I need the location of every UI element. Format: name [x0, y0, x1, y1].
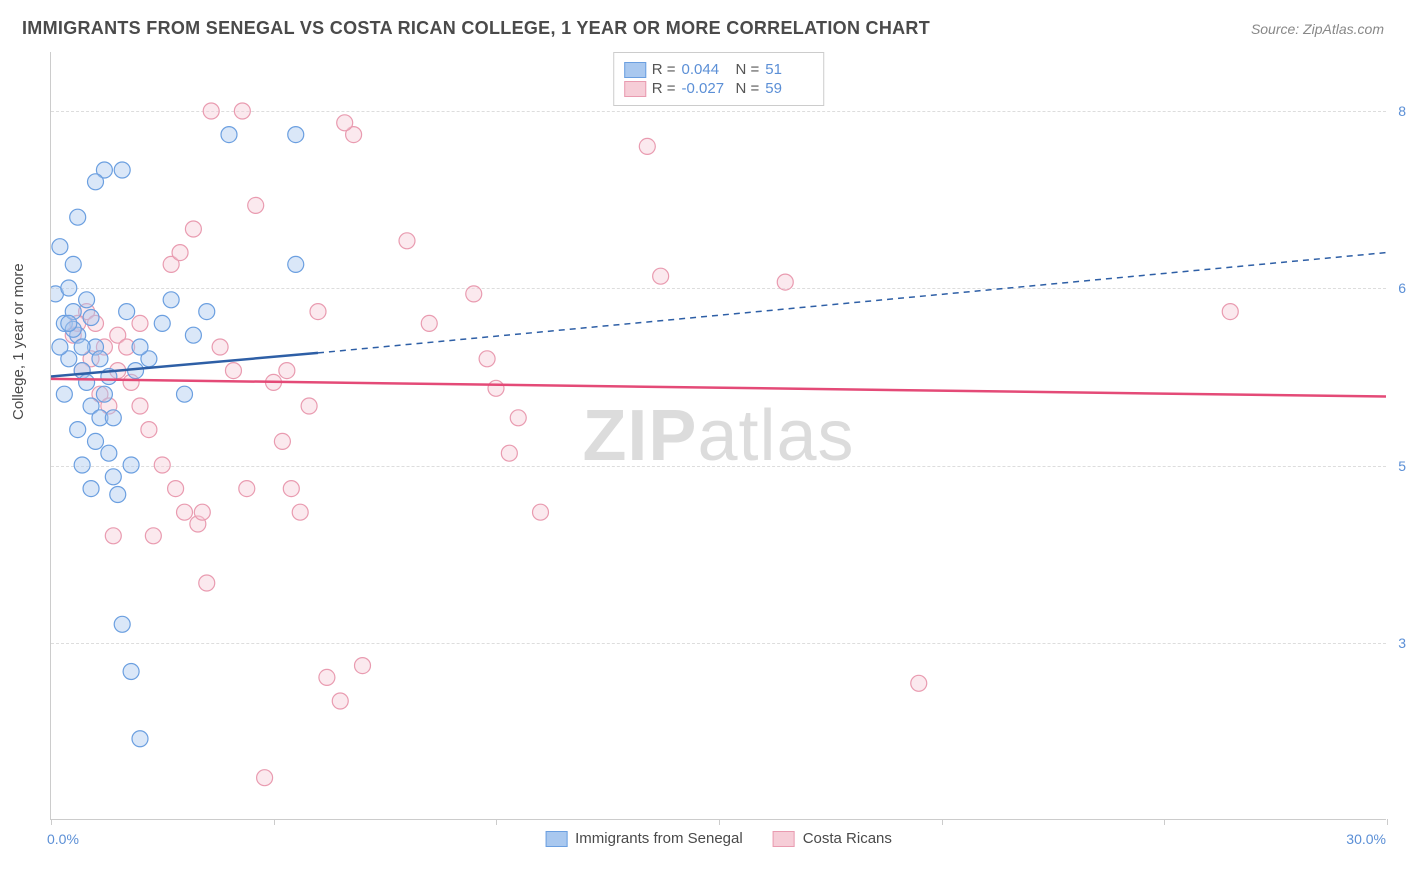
trend-line-solid	[51, 353, 318, 377]
x-tick-mark	[719, 819, 720, 825]
n-value-senegal: 51	[765, 61, 813, 78]
swatch-costarica	[624, 81, 646, 97]
scatter-plot: ZIPatlas R = 0.044 N = 51 R = -0.027 N =…	[50, 52, 1386, 820]
n-label: N =	[736, 80, 760, 97]
trend-line-dashed	[318, 253, 1386, 353]
x-tick-mark	[942, 819, 943, 825]
y-tick-label: 65.0%	[1390, 280, 1406, 296]
swatch-senegal	[545, 831, 567, 847]
legend-row-senegal: R = 0.044 N = 51	[624, 61, 814, 78]
legend-item-costarica: Costa Ricans	[773, 830, 892, 847]
legend-label: Immigrants from Senegal	[575, 830, 743, 847]
legend-label: Costa Ricans	[803, 830, 892, 847]
y-tick-label: 80.0%	[1390, 103, 1406, 119]
n-value-costarica: 59	[765, 80, 813, 97]
trend-lines	[51, 52, 1386, 819]
r-value-costarica: -0.027	[682, 80, 730, 97]
trend-line-solid	[51, 379, 1386, 397]
source-attribution: Source: ZipAtlas.com	[1251, 21, 1384, 37]
correlation-legend: R = 0.044 N = 51 R = -0.027 N = 59	[613, 52, 825, 106]
legend-item-senegal: Immigrants from Senegal	[545, 830, 743, 847]
y-tick-label: 35.0%	[1390, 635, 1406, 651]
r-value-senegal: 0.044	[682, 61, 730, 78]
y-tick-label: 50.0%	[1390, 458, 1406, 474]
x-tick-mark	[51, 819, 52, 825]
r-label: R =	[652, 61, 676, 78]
r-label: R =	[652, 80, 676, 97]
series-legend: Immigrants from Senegal Costa Ricans	[545, 830, 892, 847]
chart-title: IMMIGRANTS FROM SENEGAL VS COSTA RICAN C…	[22, 18, 930, 39]
n-label: N =	[736, 61, 760, 78]
x-tick-mark	[1387, 819, 1388, 825]
x-tick-mark	[274, 819, 275, 825]
legend-row-costarica: R = -0.027 N = 59	[624, 80, 814, 97]
swatch-senegal	[624, 62, 646, 78]
x-tick-max: 30.0%	[1346, 831, 1386, 847]
x-tick-min: 0.0%	[47, 831, 79, 847]
y-axis-label: College, 1 year or more	[10, 263, 27, 420]
x-tick-mark	[1164, 819, 1165, 825]
swatch-costarica	[773, 831, 795, 847]
x-tick-mark	[496, 819, 497, 825]
